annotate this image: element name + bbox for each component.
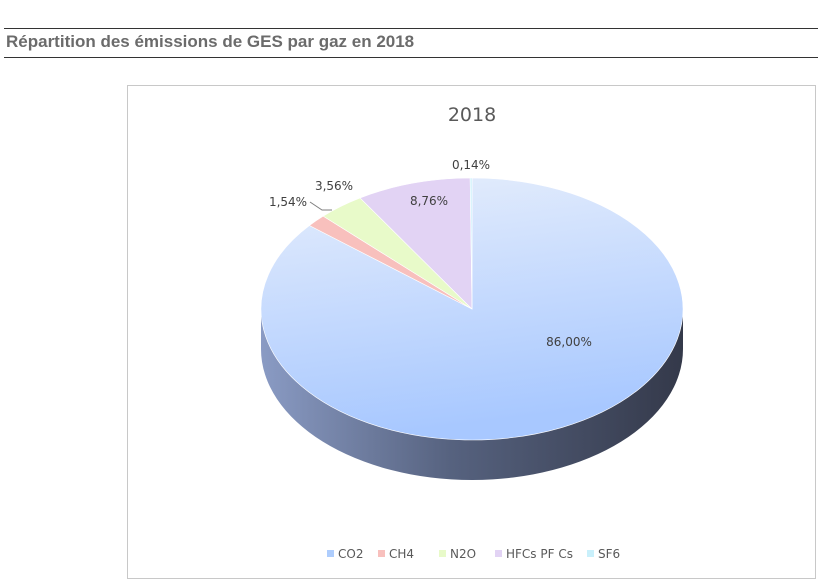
pie-slice-sf6 <box>469 177 473 310</box>
legend-swatch-n2o <box>439 550 446 557</box>
data-label-hfcs-pf-cs: 8,76% <box>410 194 448 208</box>
page-title: Répartition des émissions de GES par gaz… <box>6 32 415 51</box>
pie-labels: 86,00% 1,54% 3,56% 8,76% 0,14% <box>269 158 592 349</box>
leader-line <box>309 201 332 211</box>
legend-swatch-ch4 <box>378 550 385 557</box>
pie-chart: 2018 86,00% 1,54% 3,56% 8,76% 0,14% CO2 CH4 N2… <box>260 104 684 561</box>
legend-swatch-sf6 <box>587 550 594 557</box>
data-label-n2o: 3,56% <box>315 179 353 193</box>
legend-swatch-co2 <box>327 550 334 557</box>
legend: CO2 CH4 N2O HFCs PF Cs SF6 <box>327 547 620 561</box>
pie-side-wall <box>261 309 683 480</box>
pie-slices <box>260 177 684 441</box>
legend-label-n2o: N2O <box>450 547 476 561</box>
data-label-ch4: 1,54% <box>269 195 307 209</box>
chart-title: 2018 <box>448 104 496 126</box>
data-label-sf6: 0,14% <box>452 158 490 172</box>
legend-label-sf6: SF6 <box>598 547 620 561</box>
legend-swatch-hfcs-pf-cs <box>495 550 502 557</box>
page-header: Répartition des émissions de GES par gaz… <box>4 28 818 58</box>
chart-frame: 2018 86,00% 1,54% 3,56% 8,76% 0,14% CO2 CH4 N2… <box>127 85 816 579</box>
pie-slice-hfcs-pf-cs <box>359 177 473 310</box>
pie-side <box>261 309 683 480</box>
legend-label-ch4: CH4 <box>389 547 414 561</box>
data-label-co2: 86,00% <box>546 335 592 349</box>
legend-label-hfcs-pf-cs: HFCs PF Cs <box>506 547 573 561</box>
legend-label-co2: CO2 <box>338 547 363 561</box>
